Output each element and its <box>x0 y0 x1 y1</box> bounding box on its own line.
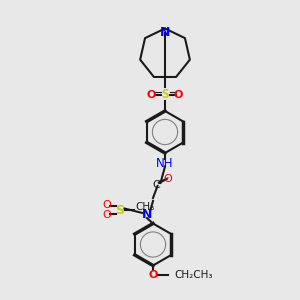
Text: CH₂CH₃: CH₂CH₃ <box>174 269 212 280</box>
Text: N: N <box>142 208 152 221</box>
Text: N: N <box>160 26 170 39</box>
Text: O: O <box>147 89 156 100</box>
Text: O: O <box>148 269 158 280</box>
Text: O: O <box>102 200 111 211</box>
Text: S: S <box>116 203 124 217</box>
Text: O: O <box>102 209 111 220</box>
Text: NH: NH <box>156 157 174 170</box>
Text: O: O <box>164 173 172 184</box>
Text: O: O <box>174 89 183 100</box>
Text: C: C <box>152 179 160 190</box>
Text: CH₃: CH₃ <box>135 202 154 212</box>
Text: S: S <box>161 88 169 101</box>
